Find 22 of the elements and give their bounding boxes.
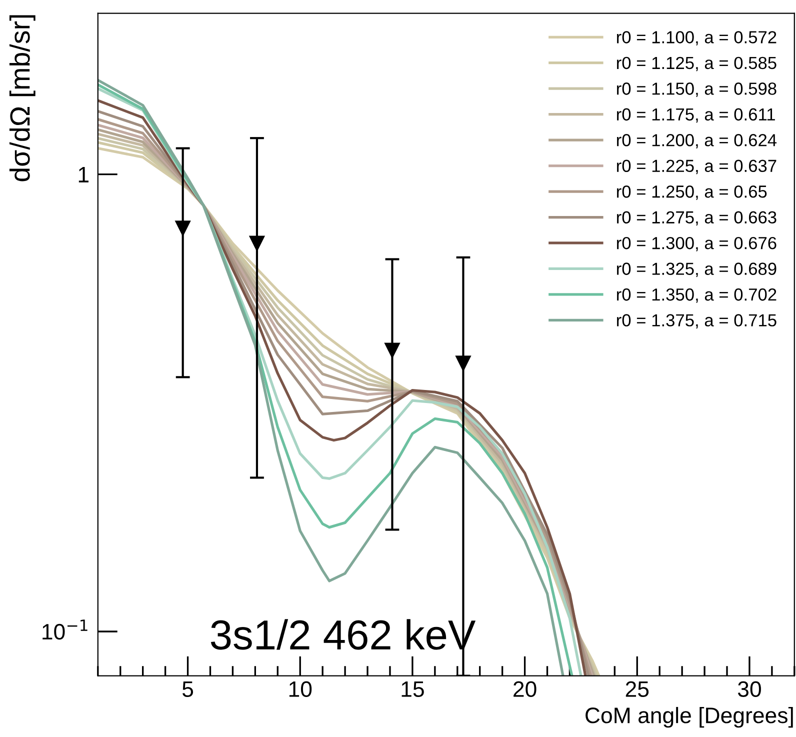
x-tick-label: 20: [514, 681, 536, 698]
legend-label: r0 = 1.200, a = 0.624: [617, 134, 777, 148]
legend-label: r0 = 1.300, a = 0.676: [617, 236, 776, 252]
y-tick-label: 1: [78, 167, 88, 182]
legend-label: r0 = 1.150, a = 0.598: [617, 82, 776, 97]
x-tick-label: 10: [289, 681, 312, 698]
legend-label: r0 = 1.125, a = 0.585: [617, 56, 776, 72]
x-tick-label: 15: [402, 682, 424, 698]
x-tick-label: 30: [738, 681, 761, 698]
legend-label: r0 = 1.275, a = 0.663: [617, 211, 776, 226]
legend-label: r0 = 1.350, a = 0.702: [617, 288, 776, 303]
y-tick-label: 10$^{−1}$: [42, 620, 88, 640]
x-tick-label: 5: [182, 682, 194, 698]
legend-label: r0 = 1.250, a = 0.65: [617, 185, 767, 200]
x-tick-label: 25: [626, 681, 649, 698]
legend-label: r0 = 1.175, a = 0.611: [617, 108, 775, 123]
legend-label: r0 = 1.100, a = 0.572: [617, 31, 776, 46]
legend-label: r0 = 1.375, a = 0.715: [617, 314, 776, 328]
y-axis-title: dσ/dΩ [mb/sr]: [9, 15, 36, 182]
legend-label: r0 = 1.325, a = 0.689: [617, 262, 776, 278]
legend-label: r0 = 1.225, a = 0.637: [617, 160, 776, 174]
x-axis-title: CoM angle [Degrees]: [586, 706, 793, 728]
